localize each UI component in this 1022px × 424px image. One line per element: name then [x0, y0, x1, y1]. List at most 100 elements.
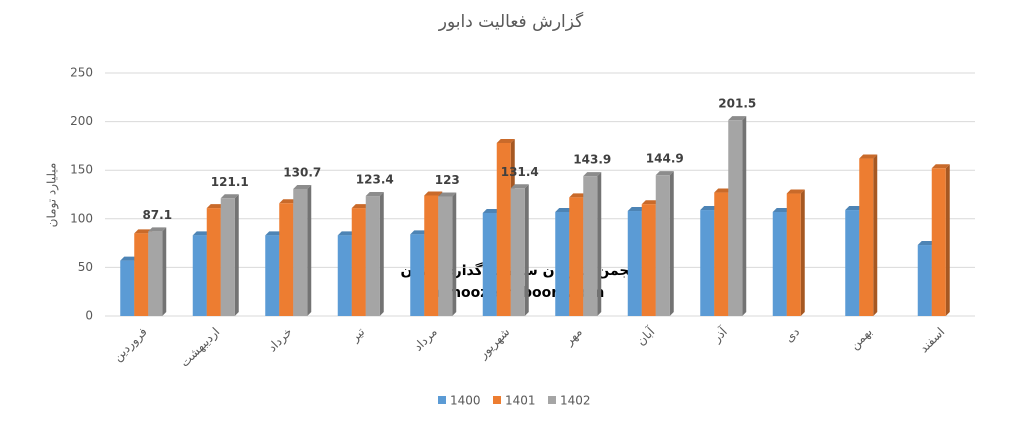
- value-label: 123.4: [356, 173, 394, 187]
- x-tick-label: بهمن: [847, 325, 875, 353]
- bar: [496, 142, 511, 316]
- bar: [134, 233, 149, 316]
- bar: [700, 210, 715, 316]
- bar-side: [524, 184, 529, 316]
- y-tick-label: 50: [78, 260, 93, 274]
- x-tick-label: تیر: [347, 325, 368, 346]
- bar-top: [134, 229, 153, 234]
- bar-side: [873, 154, 878, 316]
- bar-top: [845, 206, 864, 211]
- bar-top: [293, 184, 312, 189]
- bar: [555, 211, 570, 316]
- bar-top: [917, 241, 936, 246]
- bar-top: [510, 184, 529, 189]
- x-tick-label: آذر: [708, 324, 731, 347]
- y-tick-label: 250: [70, 66, 93, 80]
- bar-top: [120, 256, 139, 261]
- bar-top: [714, 188, 733, 193]
- bar: [120, 260, 135, 316]
- bar: [859, 158, 874, 316]
- bar-top: [641, 200, 660, 205]
- value-label: 143.9: [573, 153, 611, 167]
- bar: [365, 196, 380, 316]
- chart-title: گزارش فعالیت دابور: [438, 11, 584, 32]
- bar-top: [859, 154, 878, 159]
- bar-side: [162, 227, 167, 316]
- bar: [655, 175, 670, 316]
- bar-top: [148, 227, 167, 232]
- y-tick-label: 100: [70, 211, 93, 225]
- bar-top: [351, 204, 370, 209]
- bar-side: [945, 164, 950, 316]
- bar: [641, 204, 656, 316]
- bar-top: [569, 193, 588, 198]
- legend-label: 1402: [560, 394, 591, 408]
- legend-label: 1400: [450, 394, 481, 408]
- bar-top: [931, 164, 950, 169]
- bar: [786, 193, 801, 316]
- value-label: 144.9: [646, 152, 684, 166]
- x-tick-label: شهریور: [475, 325, 513, 363]
- bar: [772, 211, 787, 316]
- bar: [424, 195, 439, 316]
- bar-top: [482, 208, 501, 213]
- bar: [482, 212, 497, 316]
- bar: [569, 197, 584, 316]
- bar-top: [627, 207, 646, 212]
- bar-top: [700, 206, 719, 211]
- x-tick-label: خرداد: [265, 325, 295, 355]
- bar: [714, 192, 729, 316]
- bar-top: [279, 199, 298, 204]
- bar-side: [234, 194, 239, 316]
- bar: [279, 203, 294, 316]
- bar-top: [496, 138, 515, 143]
- bar-top: [220, 194, 239, 199]
- bar-top: [438, 192, 457, 197]
- bar-top: [410, 230, 429, 235]
- bar: [410, 234, 425, 316]
- legend-swatch: [438, 396, 446, 404]
- bar-side: [597, 172, 602, 316]
- value-label: 201.5: [718, 97, 756, 111]
- bar-top: [555, 207, 574, 212]
- bar-side: [307, 184, 312, 316]
- bar-top: [265, 231, 284, 236]
- bar: [845, 210, 860, 316]
- bar: [917, 245, 932, 316]
- x-tick-label: فروردین: [110, 325, 150, 365]
- value-label: 130.7: [283, 165, 321, 179]
- bar: [206, 208, 221, 316]
- value-label: 121.1: [211, 175, 249, 189]
- bar-top: [772, 207, 791, 212]
- value-label: 87.1: [142, 208, 172, 222]
- bar-side: [800, 189, 805, 316]
- y-axis-title: میلیارد تومان: [45, 163, 60, 228]
- x-tick-label: مهر: [561, 325, 585, 349]
- bar-top: [337, 231, 356, 236]
- bar-top: [206, 204, 225, 209]
- bar-side: [669, 171, 674, 316]
- bar: [583, 176, 598, 316]
- x-tick-label: اردیبهشت: [177, 325, 223, 371]
- bar-top: [583, 172, 602, 177]
- x-tick-label: آبان: [633, 324, 658, 349]
- bar: [265, 235, 280, 316]
- y-tick-label: 150: [70, 163, 93, 177]
- x-tick-label: مرداد: [411, 325, 441, 355]
- bar: [220, 198, 235, 316]
- bar-top: [655, 171, 674, 176]
- bar: [510, 188, 525, 316]
- bar: [351, 208, 366, 316]
- bar-side: [742, 116, 747, 316]
- bar-side: [452, 192, 457, 316]
- x-tick-label: دی: [782, 325, 802, 345]
- legend-swatch: [548, 396, 556, 404]
- value-label: 123: [435, 173, 460, 187]
- bar-top: [365, 192, 384, 197]
- legend-swatch: [493, 396, 501, 404]
- bar: [293, 188, 308, 316]
- y-tick-label: 200: [70, 114, 93, 128]
- bar: [931, 168, 946, 316]
- bar: [728, 120, 743, 316]
